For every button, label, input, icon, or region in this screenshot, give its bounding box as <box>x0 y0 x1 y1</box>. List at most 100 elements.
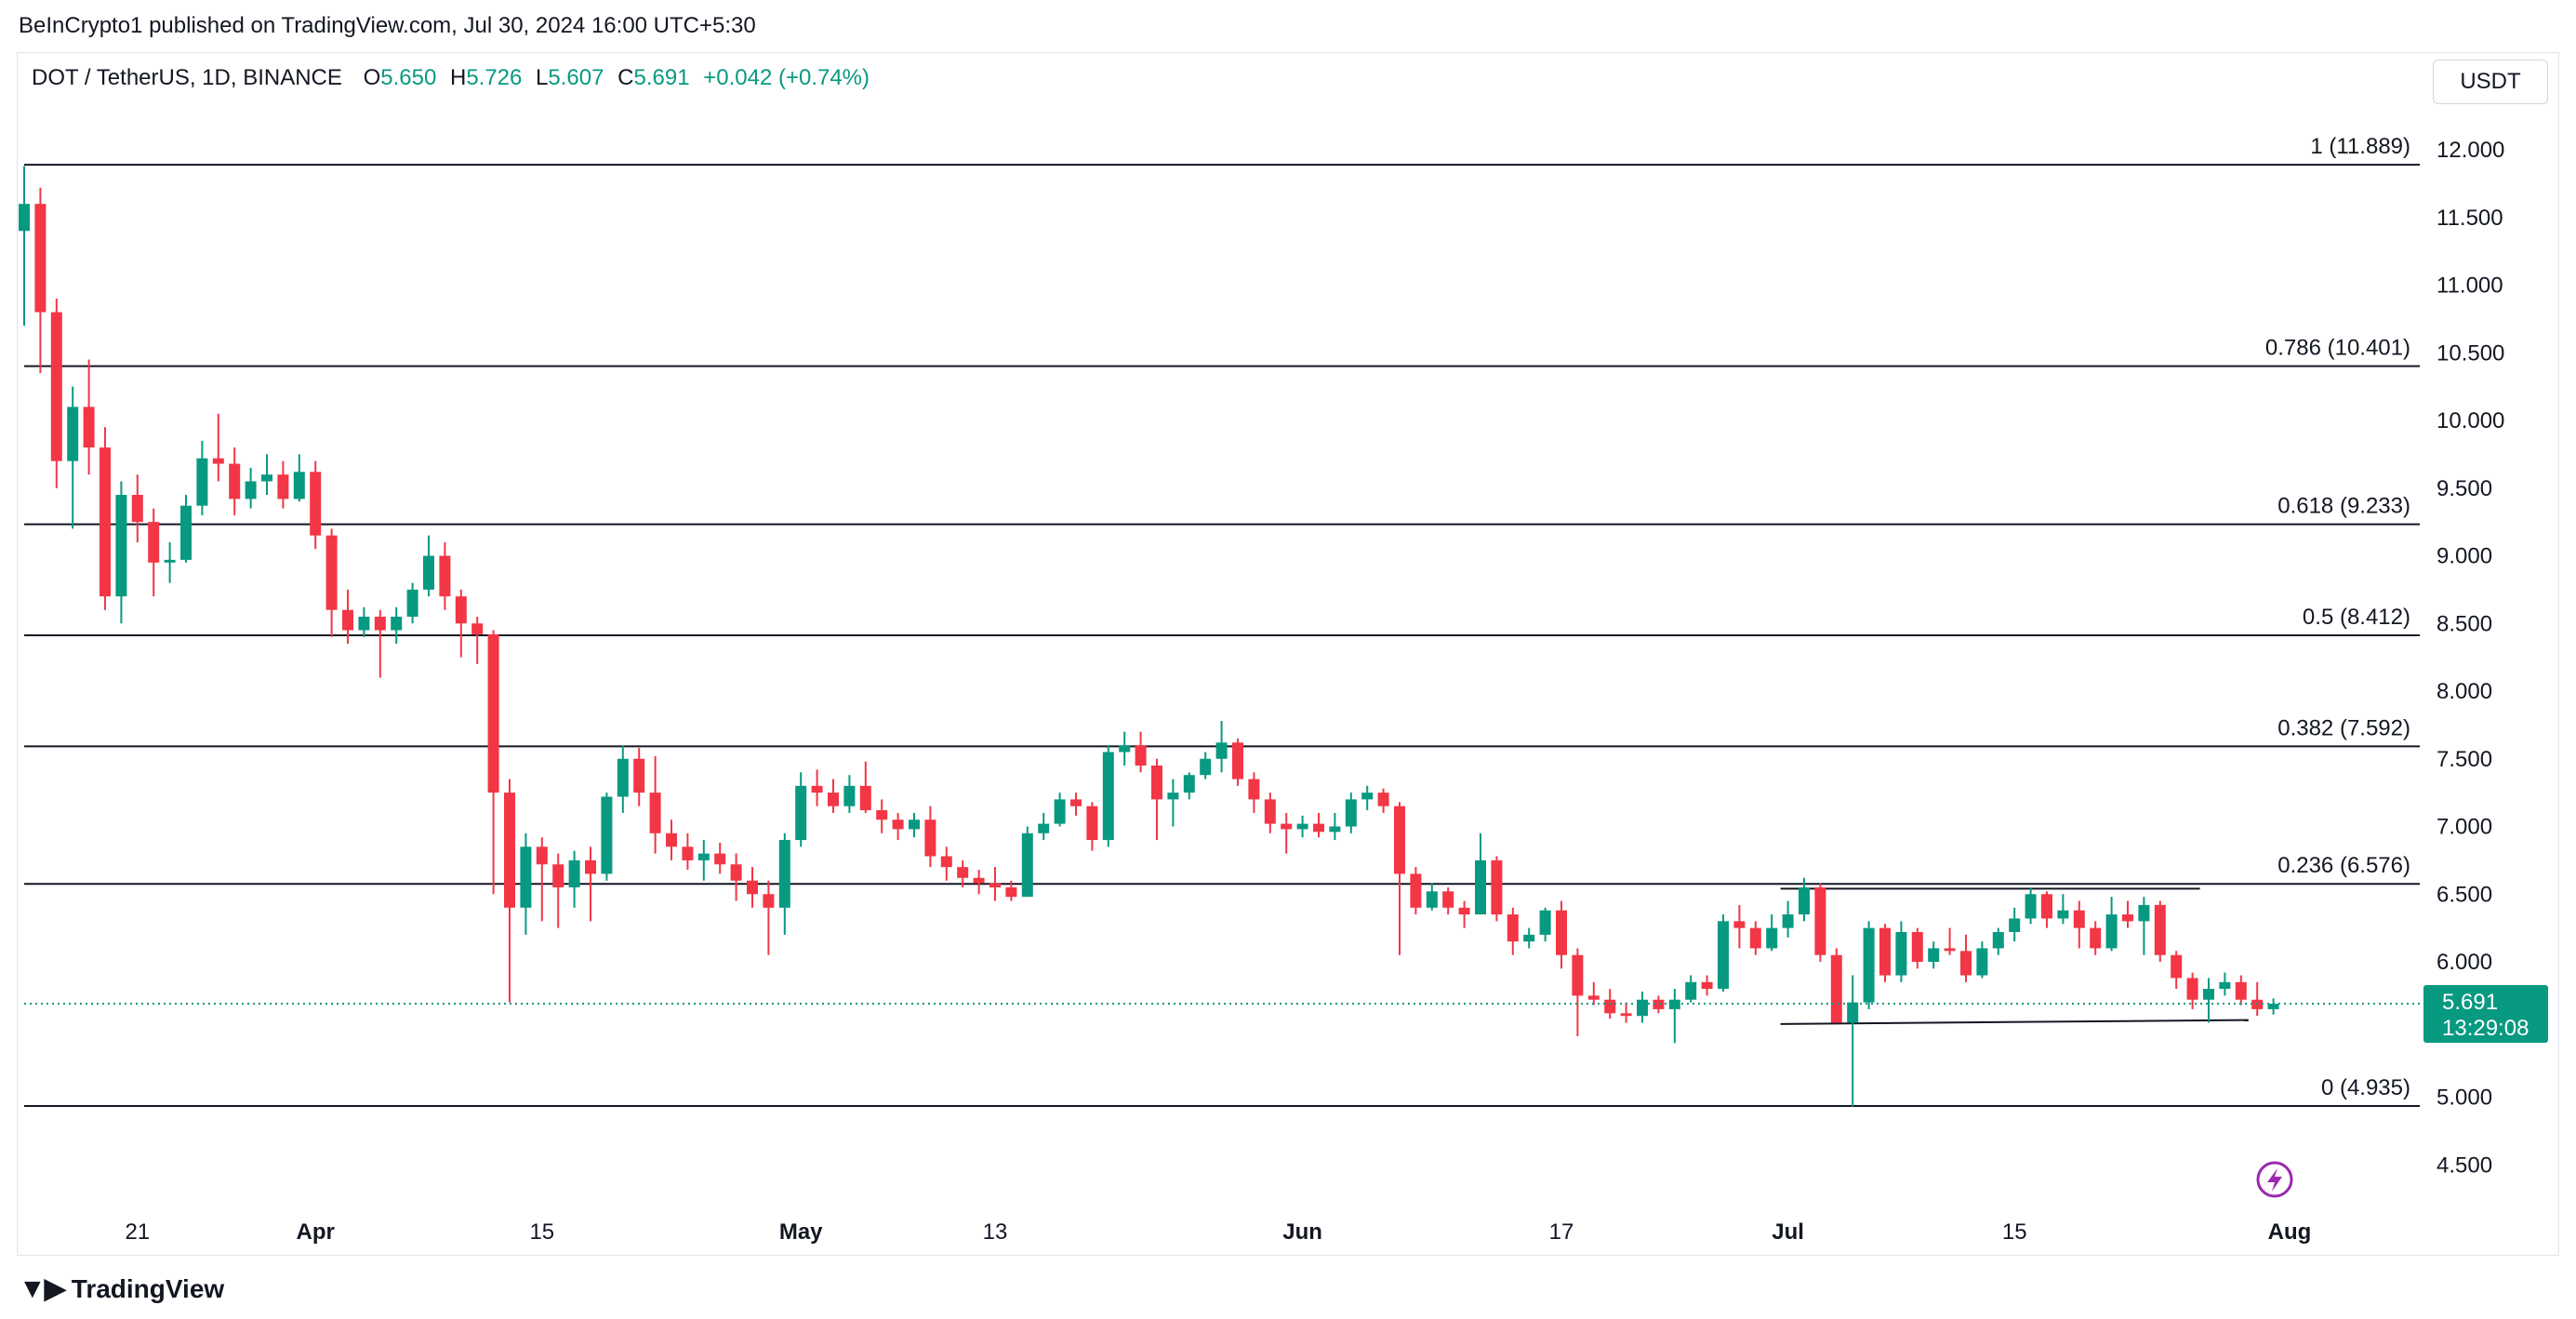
candle-body <box>1394 806 1405 874</box>
candle-body <box>989 883 1001 887</box>
y-tick-label: 12.000 <box>2437 138 2504 163</box>
candle <box>1944 927 1956 955</box>
candle-body <box>1944 948 1956 952</box>
candle-body <box>1879 927 1891 976</box>
candle <box>2219 972 2231 996</box>
candle-body <box>859 785 871 811</box>
candle-body <box>229 463 241 500</box>
candle <box>212 413 224 482</box>
candle-body <box>1620 1013 1632 1017</box>
candle-body <box>1070 799 1082 806</box>
candle <box>1345 793 1357 833</box>
candle <box>1847 975 1859 1107</box>
candle-body <box>1248 779 1260 800</box>
candle <box>277 460 289 509</box>
y-tick-label: 9.000 <box>2437 544 2492 569</box>
close-label: C <box>617 65 634 90</box>
x-axis: 21 Apr 15 May 13 Jun 17 Jul 15 Aug <box>125 1219 2311 1245</box>
candle-body <box>83 406 95 448</box>
candle <box>342 589 353 645</box>
candle <box>747 867 758 908</box>
candle-body <box>1475 859 1486 915</box>
candle <box>1572 948 1584 1037</box>
candle <box>1879 924 1891 982</box>
candle-body <box>633 758 645 793</box>
candle-body <box>2073 910 2085 928</box>
open-value: 5.650 <box>380 65 437 90</box>
y-axis: 12.000 11.500 11.000 10.500 10.000 9.500 9.000… <box>2437 138 2504 1178</box>
candle-body <box>682 846 694 860</box>
tradingview-brand: TradingView <box>71 1273 225 1303</box>
candle-body <box>892 819 904 830</box>
candle-body <box>1410 873 1422 908</box>
y-tick-label: 9.500 <box>2437 476 2492 501</box>
candle <box>1507 907 1519 955</box>
candle <box>1960 934 1972 982</box>
candle-body <box>261 474 272 482</box>
candle-body <box>1426 891 1438 908</box>
candle <box>358 606 370 637</box>
candle-body <box>2203 989 2214 1000</box>
candle <box>1264 793 1276 833</box>
currency-unit-button[interactable]: USDT <box>2433 60 2548 104</box>
candle-body <box>1976 948 1988 976</box>
candle-body <box>617 758 629 797</box>
candle-body <box>1830 954 1842 1023</box>
y-tick-label: 11.500 <box>2437 206 2503 231</box>
candle <box>2073 900 2085 949</box>
candle-body <box>1329 826 1341 833</box>
publisher-line: BeInCrypto1 published on TradingView.com… <box>19 13 756 38</box>
fib-label: 0 (4.935) <box>2321 1075 2410 1100</box>
candle-body <box>1799 886 1810 915</box>
candle-body <box>2138 904 2150 922</box>
candle <box>1701 975 1713 996</box>
candle <box>1442 886 1454 915</box>
candle <box>552 853 564 928</box>
low-label: L <box>536 65 549 90</box>
candle-body <box>1232 742 1243 779</box>
candle <box>2138 897 2150 955</box>
candle <box>180 495 192 563</box>
candle <box>1183 772 1195 800</box>
candle-body <box>1021 833 1033 898</box>
candle <box>1248 772 1260 813</box>
candle <box>1475 833 1486 915</box>
candle-body <box>1264 799 1276 824</box>
candle-body <box>293 472 305 500</box>
x-tick-label: 13 <box>983 1219 1008 1245</box>
candle <box>2171 951 2183 990</box>
candle <box>2009 907 2021 942</box>
candle <box>1394 802 1405 955</box>
x-tick-label: May <box>779 1219 823 1245</box>
candle <box>763 880 775 955</box>
candle-body <box>2090 927 2102 949</box>
candle <box>1102 745 1114 847</box>
candle <box>778 833 790 935</box>
candle <box>633 748 645 806</box>
candle-body <box>1604 999 1616 1014</box>
tradingview-logo[interactable]: ▼▶ TradingView <box>19 1272 224 1305</box>
candle-body <box>649 793 661 833</box>
candle <box>1281 812 1293 854</box>
candle <box>1361 785 1374 811</box>
candle-body <box>1992 931 2004 949</box>
candle <box>1151 758 1162 841</box>
candle-body <box>19 204 30 232</box>
candle-body <box>2025 894 2037 919</box>
candle <box>1830 948 1842 1023</box>
candle-body <box>1102 752 1114 841</box>
symbol-name: DOT / TetherUS, 1D, BINANCE <box>32 65 342 90</box>
y-tick-label: 11.000 <box>2437 273 2503 299</box>
candle <box>1668 989 1680 1044</box>
candle-body <box>504 793 515 908</box>
candle <box>115 481 127 624</box>
close-value: 5.691 <box>633 65 690 90</box>
candle-body <box>1005 886 1017 898</box>
candle-body <box>391 616 403 631</box>
candle-body <box>973 877 985 884</box>
candle <box>940 846 952 881</box>
candle <box>1733 904 1746 949</box>
lightning-icon[interactable] <box>2256 1161 2293 1198</box>
